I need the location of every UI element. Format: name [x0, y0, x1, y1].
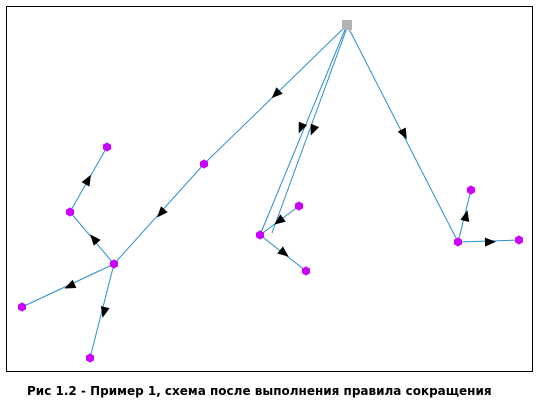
node-J	[454, 237, 462, 247]
flow-arrow-7	[298, 121, 308, 134]
flow-arrow-9	[274, 214, 286, 225]
flow-arrow-1	[271, 87, 283, 99]
flow-arrows	[64, 87, 496, 318]
node-C	[66, 207, 74, 217]
node-A	[200, 159, 208, 169]
flow-arrow-5	[64, 279, 77, 289]
node-I	[302, 266, 310, 276]
node-B	[110, 259, 118, 269]
flow-arrow-8	[310, 123, 320, 136]
node-G	[256, 230, 264, 240]
flow-arrow-3	[90, 234, 101, 246]
node-F	[86, 353, 94, 363]
flow-arrow-6	[100, 306, 110, 318]
node-K	[467, 185, 475, 195]
flow-arrow-4	[81, 174, 91, 187]
node-E	[18, 302, 26, 312]
edge-src-G	[259, 24, 348, 236]
flow-arrow-11	[397, 127, 407, 140]
source-node	[342, 20, 352, 30]
figure-frame	[6, 6, 533, 372]
figure-caption: Рис 1.2 - Пример 1, схема после выполнен…	[27, 384, 492, 398]
edges	[21, 24, 520, 359]
node-L	[515, 235, 523, 245]
flow-arrow-2	[156, 206, 168, 218]
node-D	[103, 142, 111, 152]
nodes	[18, 20, 523, 363]
node-H	[295, 201, 303, 211]
flow-arrow-10	[277, 246, 289, 257]
flow-arrow-13	[484, 237, 496, 247]
flow-arrow-12	[460, 210, 470, 222]
edge-src-G-parallel	[271, 24, 349, 234]
